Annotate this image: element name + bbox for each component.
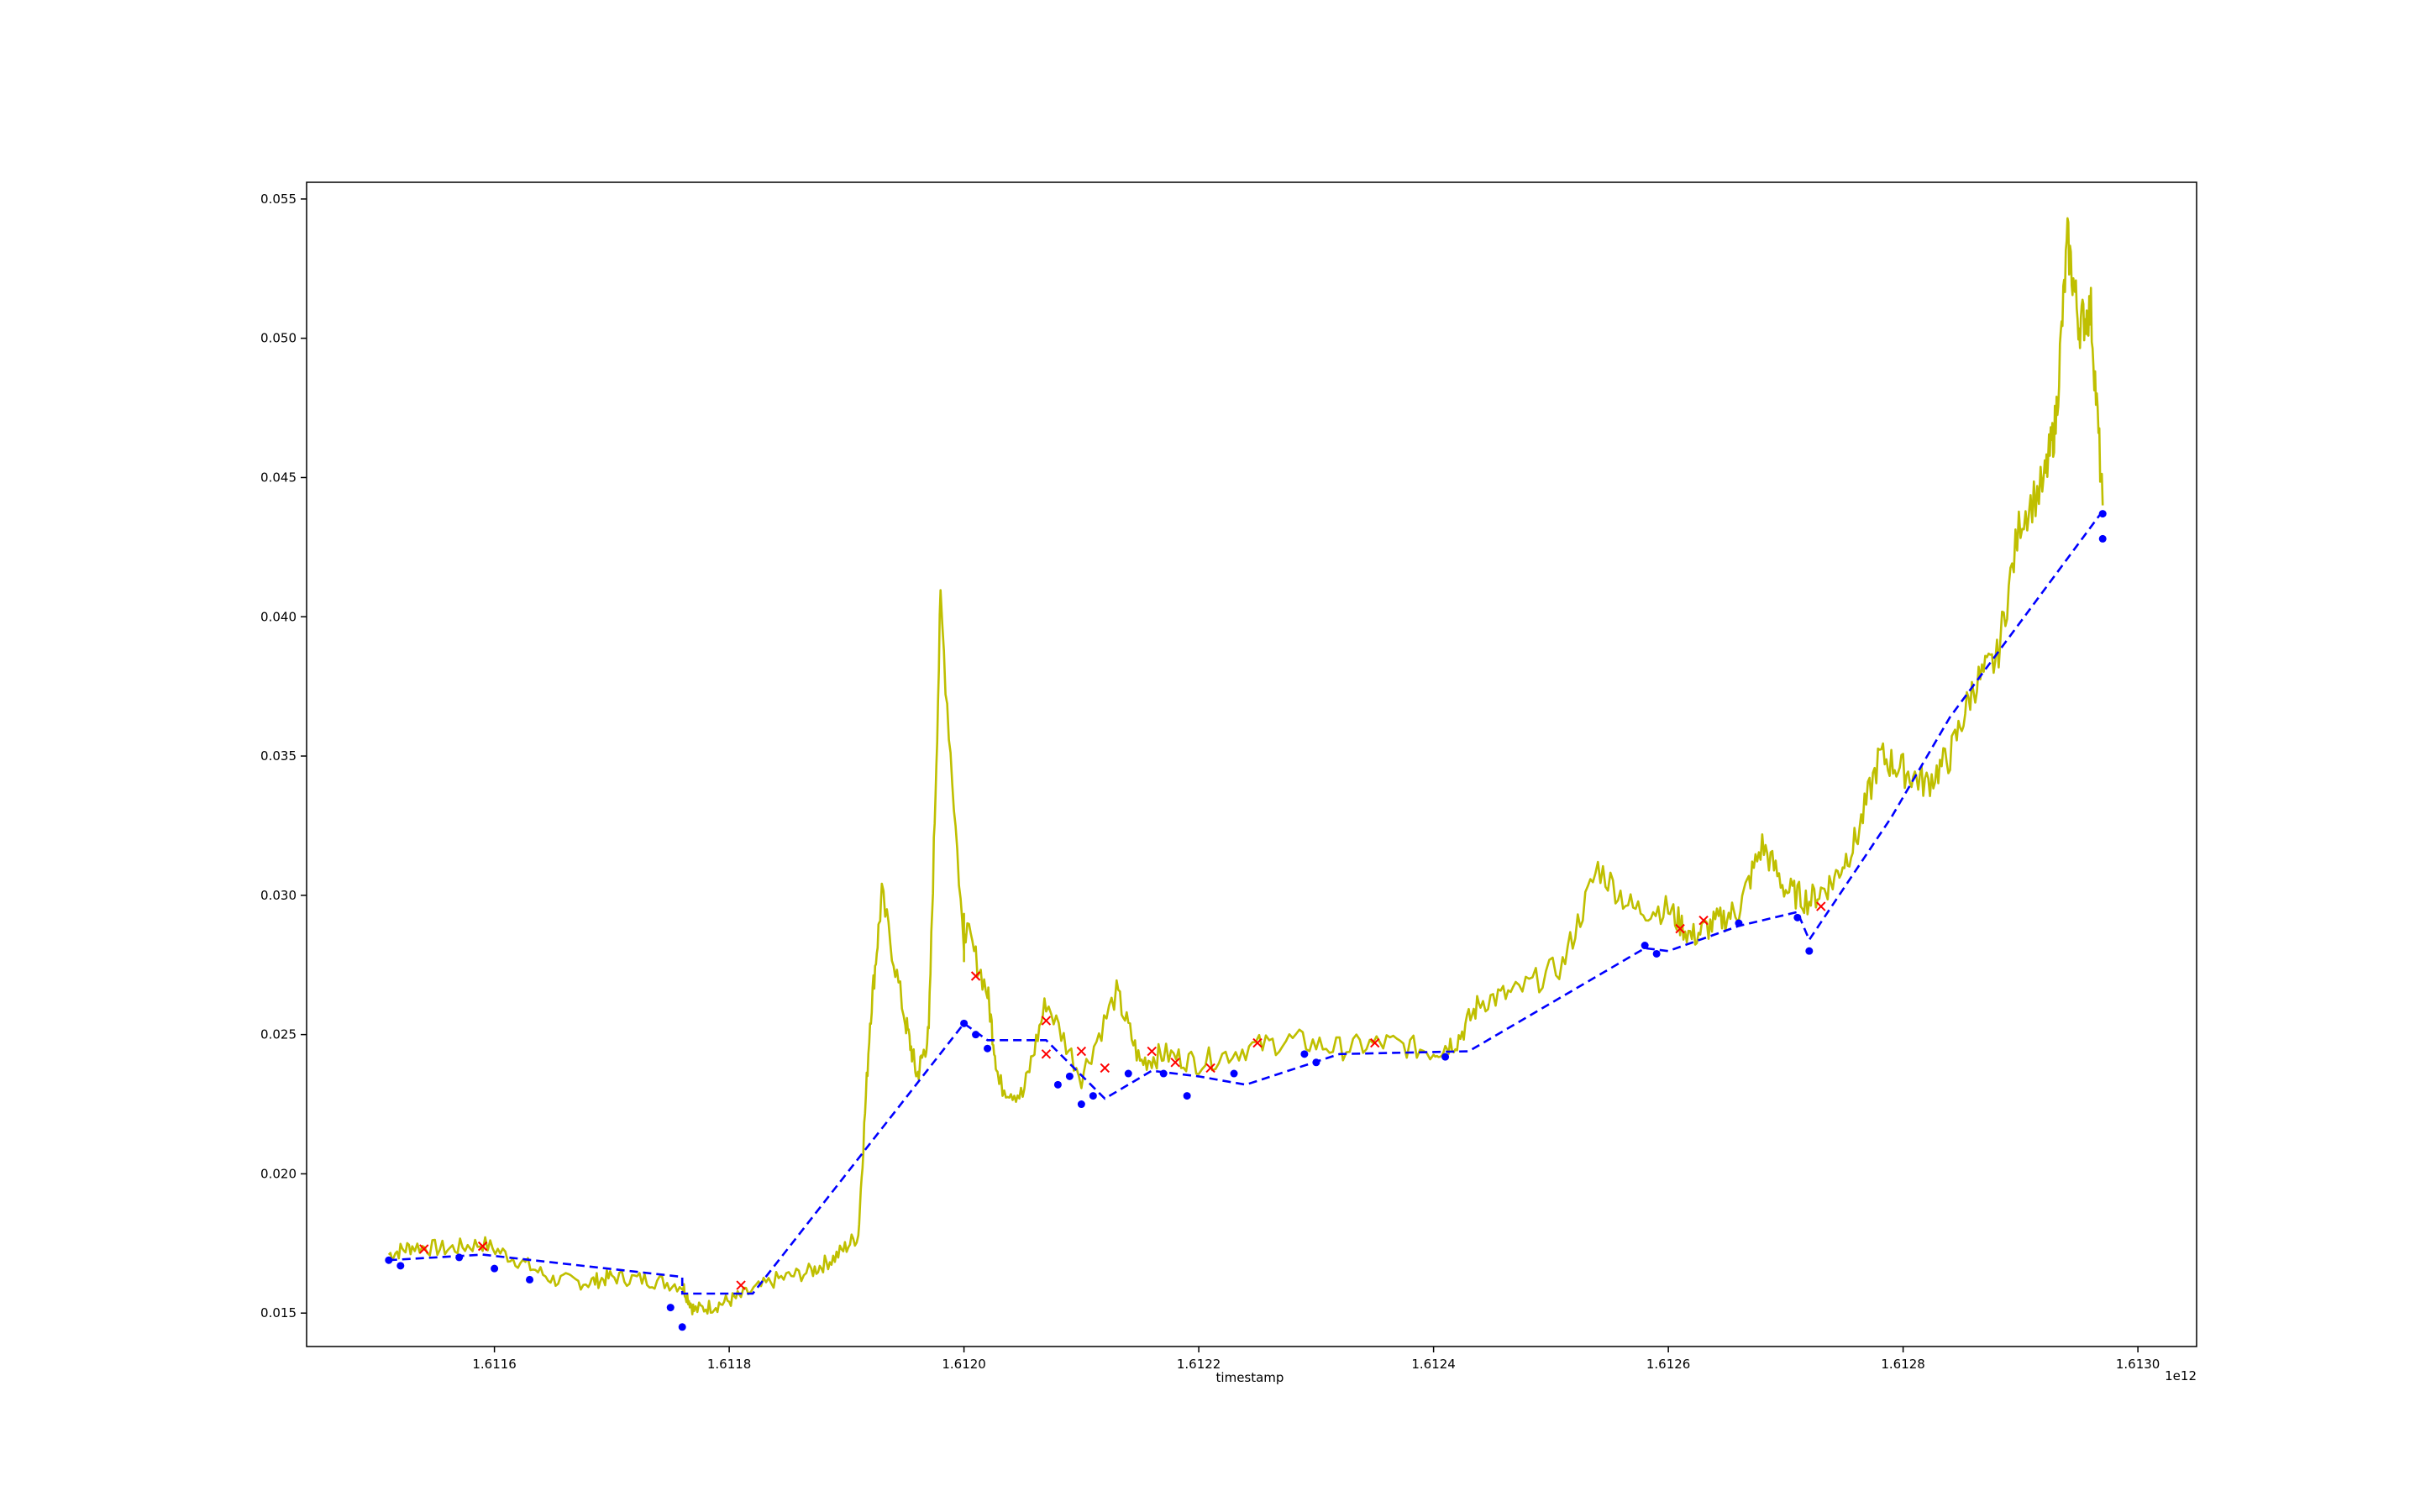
x-tick-label: 1.6116: [472, 1357, 517, 1372]
x-tick-label: 1.6122: [1177, 1357, 1221, 1372]
buy-point: [1159, 1069, 1168, 1078]
y-tick-label: 0.035: [260, 748, 297, 764]
sell-point: [1370, 1037, 1380, 1048]
sell-point: [1147, 1046, 1157, 1057]
axes: 1.6116 1.6118 1.6120 1.6122 1.6124 1.6126 1.61…: [260, 181, 2197, 1372]
y-tick-label: 0.050: [260, 331, 297, 346]
buy-point: [960, 1019, 969, 1027]
buy-point: [1641, 942, 1649, 950]
x-axis-offset-label: 1e12: [2165, 1368, 2197, 1383]
buy-point: [385, 1256, 393, 1264]
y-tick-label: 0.030: [260, 888, 297, 903]
buy-point: [678, 1323, 686, 1331]
plot-content: [385, 217, 2107, 1331]
x-tick-label: 1.6128: [1881, 1357, 1925, 1372]
sell-point: [1816, 901, 1826, 911]
sell-point: [419, 1244, 429, 1254]
buy-point: [526, 1275, 534, 1284]
x-tick-label: 1.6124: [1411, 1357, 1456, 1372]
sell-point: [1100, 1063, 1110, 1074]
sell-point: [477, 1241, 488, 1252]
sell-point: [1205, 1063, 1215, 1074]
x-axis-label: timestamp: [1216, 1370, 1284, 1385]
buy-point: [1230, 1069, 1238, 1078]
buy-point: [666, 1304, 675, 1312]
buy-point: [2098, 534, 2107, 543]
buy-point: [396, 1262, 405, 1270]
y-tick-label: 0.055: [260, 192, 297, 207]
y-tick-label: 0.040: [260, 609, 297, 624]
buy-point: [1652, 949, 1661, 958]
buy-point: [1735, 919, 1743, 927]
sell-point: [1076, 1046, 1087, 1057]
sell-point: [1698, 915, 1709, 926]
buy-point: [1065, 1072, 1074, 1080]
buy-point: [984, 1044, 992, 1053]
y-tick-label: 0.045: [260, 470, 297, 485]
buy-point: [1441, 1053, 1450, 1061]
sell-point: [1675, 923, 1685, 934]
buy-point: [455, 1253, 464, 1262]
x-tick-label: 1.6120: [942, 1357, 986, 1372]
sell-point: [1041, 1016, 1052, 1026]
plot-area: [307, 182, 2197, 1347]
buy-point: [1300, 1050, 1309, 1058]
sell-point: [1041, 1049, 1052, 1059]
buy-point: [491, 1264, 499, 1273]
x-tick-label: 1.6126: [1646, 1357, 1691, 1372]
buy-point: [1124, 1069, 1132, 1078]
price-series-line: [387, 217, 2104, 1315]
buy-point: [2098, 510, 2107, 518]
buy-point: [1312, 1058, 1320, 1067]
buy-point: [1183, 1092, 1191, 1100]
x-tick-label: 1.6118: [707, 1357, 752, 1372]
sell-point: [970, 971, 981, 981]
buy-point: [1805, 947, 1814, 955]
buy-point: [1053, 1080, 1062, 1089]
buy-point: [1089, 1092, 1097, 1100]
y-tick-label: 0.020: [260, 1166, 297, 1181]
buy-point: [972, 1031, 980, 1039]
sell-point: [736, 1280, 746, 1290]
buy-point: [1793, 913, 1802, 921]
y-tick-label: 0.025: [260, 1027, 297, 1042]
plot-frame: [306, 181, 2197, 1347]
sell-point: [1252, 1037, 1263, 1048]
x-tick-label: 1.6130: [2116, 1357, 2160, 1372]
y-tick-label: 0.015: [260, 1305, 297, 1320]
sell-point: [1170, 1058, 1180, 1068]
buy-point: [1077, 1100, 1085, 1109]
